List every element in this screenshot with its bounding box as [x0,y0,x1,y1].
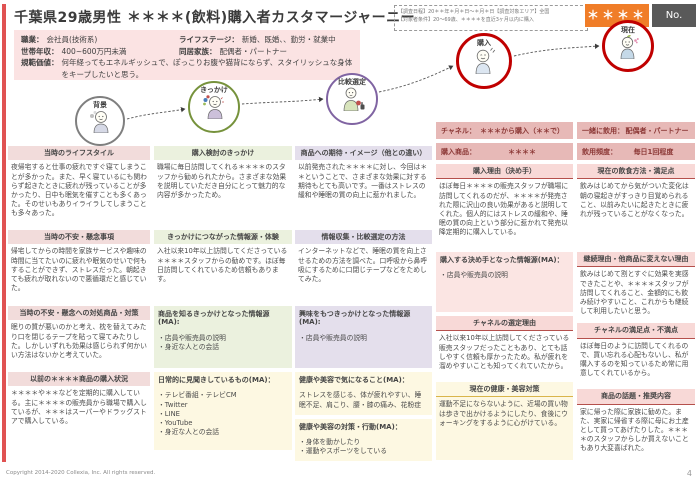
stage-background-label: 背景 [93,101,107,109]
profile-lifestage: ライフステージ： 新婚、既婚、、勤労・就業中 [179,35,336,44]
kv-channel: チャネル： ＊＊＊から購入（＊＊で） [436,122,573,139]
box-daily-media: 日常的に見聞きしているもの(MA)： ・テレビ番組・テレビCM ・Twitter… [154,372,292,450]
profile-income: 世帯年収： 400~600万円未満 [21,46,127,56]
box-health-concerns: 健康や美容で気になること(MA)： ストレスを感じる、体が疲れやすい、睡眠不足、… [295,372,432,415]
footer-copyright: Copyright 2014-2020 Collexia, Inc. All r… [6,470,156,476]
box-channel-reason: チャネルの選定理由 入社以来10年以上訪問してくださっている販売スタッフだったこ… [436,316,573,378]
survey-note-line1: 【調査日程】20＊＊年＊月＊日～＊月＊日【調査対象エリア】全国 [398,9,550,15]
person-idea-icon [203,95,224,119]
box-trigger-sources: きっかけにつながった情報源・体験 入社以来10年以上訪問してくださっている＊＊＊… [154,230,292,302]
box-decision-sources: 購入する決め手となった情報源(MA)： ・店員や販売員の説明 [436,252,573,312]
stage-trigger-label: きっかけ [200,86,228,94]
person-thinking-icon [90,111,109,133]
survey-note: 【調査日程】20＊＊年＊月＊日～＊月＊日【調査対象エリア】全国 【対象者条件】2… [394,5,588,31]
stage-trigger-circle: きっかけ [188,81,240,133]
box-product-expectations: 商品への期待・イメージ（他との違い） 以前発売された＊＊＊＊に対し、今回は＊＊と… [295,146,432,226]
page-title: 千葉県29歳男性 ＊＊＊＊(飲料)購入者カスタマージャーニー [14,10,416,26]
box-past-lifestyle: 当時のライフスタイル 夜帰宅すると仕事の疲れですぐ寝てしまうことが多かった。また… [8,146,150,226]
box-previous-purchases: 以前の＊＊＊＊商品の購入状況 ＊＊＊＊や＊＊などを定期的に購入している。主に＊＊… [8,372,150,450]
kv-drink-frequency: 飲用頻度： 毎日1回程度 [577,143,695,160]
box-continuation-reason: 継続理由・他商品に変えない理由 飲みはじめて割とすぐに効果を実感できたことや、＊… [577,252,695,320]
journey-arrow [241,96,324,105]
box-current-usage: 現在の飲食方法・満足点 飲みはじめてから気がついた変化は朝の寝起きがすっきり目覚… [577,164,695,248]
box-interest-sources: 興味をもつきっかけとなった情報源(MA): ・店員や販売員の説明 [295,306,432,368]
kv-drink-with: 一緒に飲用： 配偶者・パートナー [577,122,695,139]
box-past-concerns: 当時の不安・懸念事項 帰宅してからの時間を家族サービスや趣味の時間に当てたいのに… [8,230,150,302]
person-refreshed-icon [620,34,639,59]
kv-purchased-product: 購入商品： ＊＊＊＊ [436,143,573,160]
person-compare-icon [343,87,365,111]
box-health-actions: 健康や美容の対策・行動(MA)： ・身体を動かしたり ・運動やスポーツをしている [295,418,432,462]
stage-background-circle: 背景 [75,96,125,146]
page-number: 4 [686,469,692,478]
journey-arrow [513,43,600,57]
profile-family: 同居家族： 配偶者・パートナー [179,46,287,56]
stage-compare-label: 比較選定 [338,78,366,86]
profile-panel: 職業： 会社員(技術系) ライフステージ： 新婚、既婚、、勤労・就業中 世帯年収… [14,30,360,80]
journey-arrow [126,107,186,120]
box-current-health-care: 現在の健康・美容対策 運動不足にならないように、近場の買い物は歩きで出かけるよう… [436,382,573,460]
box-purchase-trigger: 購入検討のきっかけ 職場に毎日訪問してくれる＊＊＊＊のスタッフから勧められたから… [154,146,292,226]
stage-purchase-circle: 購入 [456,33,512,89]
box-purchase-reason: 購入理由（決め手） ほぼ毎日＊＊＊＊の販売スタッフが職場に訪問してくれるのだが、… [436,164,573,248]
column-background: 当時のライフスタイル 夜帰宅すると仕事の疲れですぐ寝てしまうことが多かった。また… [8,146,150,450]
column-current: 一緒に飲用： 配偶者・パートナー 飲用頻度： 毎日1回程度 現在の飲食方法・満足… [577,122,695,468]
survey-note-line2: 【対象者条件】20～69歳、＊＊＊＊を直近3ヶ月以内に購入 [398,17,534,23]
person-happy-icon [475,47,496,74]
no-badge: No. [652,4,696,27]
column-compare: 商品への期待・イメージ（他との違い） 以前発売された＊＊＊＊に対し、今回は＊＊と… [295,146,432,462]
box-channel-satisfaction: チャネルの満足点・不満点 ほぼ毎日のように訪問してくれるので、買い忘れる心配もな… [577,323,695,386]
box-past-countermeasures: 当時の不安・懸念への対処商品・対策 眠りの質が悪いのかと考え、枕を替えてみたり口… [8,306,150,368]
box-research-method: 情報収集・比較選定の方法 インターネットなどで、睡眠の質を向上させるための方法を… [295,230,432,302]
stage-compare-circle: 比較選定 [326,73,378,125]
column-purchase: チャネル： ＊＊＊から購入（＊＊で） 購入商品： ＊＊＊＊ 購入理由（決め手） … [436,122,573,460]
accent-left-bar [2,4,6,462]
stage-current-label: 現在 [621,26,635,34]
stage-current-circle: 現在 [602,20,654,72]
box-awareness-sources: 商品を知るきっかけとなった情報源(MA): ・店員や販売員の説明 ・身近な人との… [154,306,292,368]
box-recommendation: 商品の話題・推奨内容 家に帰った際に家族に勧めた。また、実家に帰省する際に母にお… [577,389,695,468]
profile-values: 規範価値： 何年経ってもエネルギッシュで、ぽっこりお腹や猫背にならず、スタイリッ… [21,58,353,79]
column-trigger: 購入検討のきっかけ 職場に毎日訪問してくれる＊＊＊＊のスタッフから勧められたから… [154,146,292,450]
journey-arrow [378,65,454,93]
profile-occupation: 職業： 会社員(技術系) [21,35,98,44]
stage-purchase-label: 購入 [477,39,491,47]
